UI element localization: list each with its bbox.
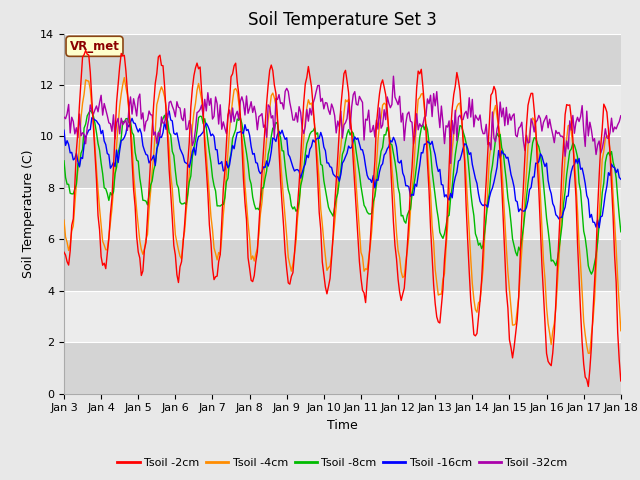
Text: VR_met: VR_met bbox=[70, 40, 120, 53]
Bar bbox=[64, 240, 621, 291]
Legend: Tsoil -2cm, Tsoil -4cm, Tsoil -8cm, Tsoil -16cm, Tsoil -32cm: Tsoil -2cm, Tsoil -4cm, Tsoil -8cm, Tsoi… bbox=[113, 453, 572, 472]
Bar bbox=[64, 188, 621, 240]
Bar bbox=[64, 85, 621, 136]
Y-axis label: Soil Temperature (C): Soil Temperature (C) bbox=[22, 149, 35, 278]
Bar bbox=[64, 136, 621, 188]
Bar bbox=[64, 342, 621, 394]
Bar bbox=[64, 291, 621, 342]
X-axis label: Time: Time bbox=[327, 419, 358, 432]
Title: Soil Temperature Set 3: Soil Temperature Set 3 bbox=[248, 11, 437, 29]
Bar bbox=[64, 34, 621, 85]
